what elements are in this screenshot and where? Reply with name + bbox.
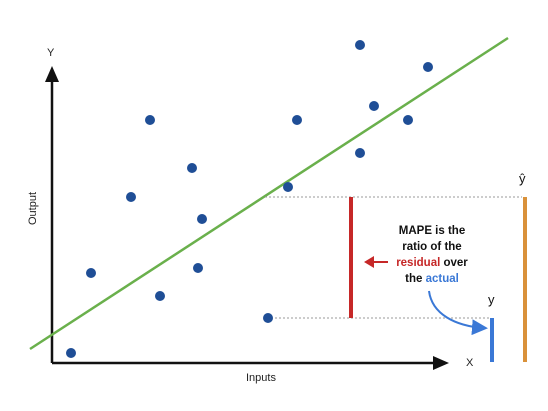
data-point: [292, 115, 302, 125]
data-point: [145, 115, 155, 125]
fit-line: [29, 36, 509, 351]
data-point: [403, 115, 413, 125]
data-point: [155, 291, 165, 301]
annotation-line-3-rest: over: [440, 257, 468, 269]
y-axis-arrowhead: [45, 66, 59, 82]
data-point: [355, 40, 365, 50]
predicted-bar: [523, 197, 527, 362]
annotation-line-2: ratio of the: [402, 241, 461, 253]
data-point: [369, 101, 379, 111]
y-hat-label: ŷ: [519, 171, 526, 186]
data-point: [86, 268, 96, 278]
annotation-line-1: MAPE is the: [399, 225, 465, 237]
residual-bar: [349, 197, 353, 318]
annotation-line-3: residual over: [396, 257, 468, 269]
data-point: [66, 348, 76, 358]
x-axis-arrowhead: [433, 356, 449, 370]
annotation-line-4-prefix: the: [405, 273, 425, 285]
y-label: y: [488, 292, 495, 307]
annotation-line-4: the actual: [405, 273, 459, 285]
data-point: [126, 192, 136, 202]
data-point: [423, 62, 433, 72]
x-axis-title: Inputs: [246, 372, 276, 384]
actual-word: actual: [426, 273, 459, 285]
data-point: [355, 148, 365, 158]
y-axis-title: Output: [27, 192, 39, 225]
y-axis-letter: Y: [47, 47, 55, 59]
residual-word: residual: [396, 257, 440, 269]
data-point: [197, 214, 207, 224]
x-axis-letter: X: [466, 357, 474, 369]
data-point: [263, 313, 273, 323]
left-arrow-icon: [364, 256, 388, 268]
data-point: [193, 263, 203, 273]
data-point: [283, 182, 293, 192]
data-points: [66, 40, 433, 358]
data-point: [187, 163, 197, 173]
curved-arrow-icon: [428, 290, 488, 336]
actual-bar: [490, 318, 494, 362]
